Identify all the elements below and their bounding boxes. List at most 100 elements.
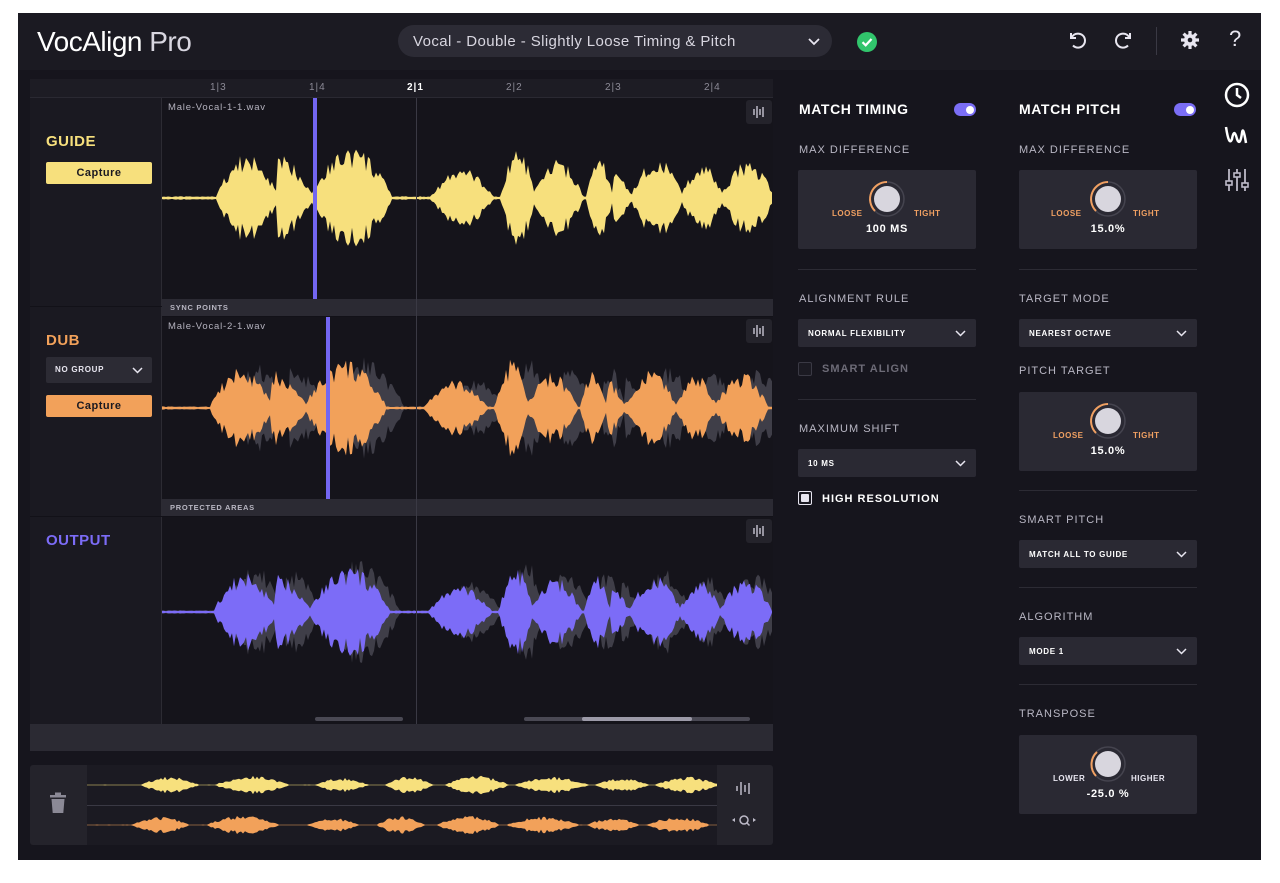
match-timing-title: MATCH TIMING: [799, 101, 909, 117]
logo-sub: Pro: [149, 26, 192, 57]
knob-value: 100 MS: [865, 223, 909, 235]
chevron-down-icon: [1176, 551, 1187, 558]
match-timing-toggle[interactable]: [954, 103, 976, 116]
overview-guide-wave: [87, 775, 717, 795]
toggle-knob: [966, 105, 974, 114]
help-icon[interactable]: ?: [1229, 26, 1242, 51]
ruler-mark: 2|2: [506, 82, 523, 93]
output-wave-svg: [162, 561, 772, 663]
knob-low-label: LOOSE: [1053, 431, 1084, 440]
knob-low-label: LOOSE: [1051, 209, 1082, 218]
ruler-mark: 2|3: [605, 82, 622, 93]
ruler-mark: 1|4: [309, 82, 326, 93]
target-mode-select[interactable]: NEAREST OCTAVE: [1019, 319, 1197, 347]
guide-waveform[interactable]: Male-Vocal-1-1.wav: [162, 98, 773, 299]
transpose-label: TRANSPOSE: [1019, 708, 1096, 720]
knob-dial: [1090, 181, 1126, 217]
target-mode-label: TARGET MODE: [1019, 293, 1110, 305]
smart-pitch-select[interactable]: MATCH ALL TO GUIDE: [1019, 540, 1197, 568]
knob-low-label: LOWER: [1053, 774, 1086, 783]
divider: [1019, 490, 1197, 491]
guide-playhead[interactable]: [313, 98, 317, 299]
preset-selector[interactable]: Vocal - Double - Slightly Loose Timing &…: [398, 25, 832, 57]
sync-points-bar[interactable]: SYNC POINTS: [162, 299, 773, 316]
alignment-rule-label: ALIGNMENT RULE: [799, 293, 910, 305]
waveform-edit-icon[interactable]: [746, 519, 772, 543]
divider: [1019, 587, 1197, 588]
knob-dial: [1090, 746, 1126, 782]
output-track-header: OUTPUT: [30, 517, 162, 724]
smart-align-label: SMART ALIGN: [822, 363, 909, 375]
trash-icon[interactable]: [48, 792, 68, 814]
high-resolution-checkbox[interactable]: [798, 491, 812, 505]
chevron-down-icon: [132, 367, 143, 374]
toggle-knob: [1186, 105, 1194, 114]
alignment-rule-select[interactable]: NORMAL FLEXIBILITY: [798, 319, 976, 347]
max-shift-select[interactable]: 10 MS: [798, 449, 976, 477]
algorithm-label: ALGORITHM: [1019, 611, 1094, 623]
guide-wave-svg: [162, 149, 772, 247]
overview-wave-svg: [87, 775, 717, 834]
redo-icon[interactable]: [1113, 29, 1135, 51]
dub-playhead[interactable]: [326, 317, 330, 499]
output-track-name: OUTPUT: [46, 532, 111, 549]
knob-high-label: TIGHT: [1133, 209, 1160, 218]
divider: [798, 269, 976, 270]
chevron-down-icon: [808, 38, 820, 46]
guide-wave: [162, 149, 772, 247]
dub-group-select[interactable]: NO GROUP: [46, 357, 152, 383]
max-shift-value: 10 MS: [808, 459, 835, 468]
gear-icon[interactable]: [1179, 29, 1201, 51]
chevron-down-icon: [1176, 648, 1187, 655]
zoom-icon[interactable]: [731, 814, 757, 828]
algorithm-value: MODE 1: [1029, 647, 1064, 656]
dub-track-header: DUB NO GROUP Capture: [30, 307, 162, 516]
divider: [1019, 684, 1197, 685]
dub-capture-button[interactable]: Capture: [46, 395, 152, 417]
sync-points-label: SYNC POINTS: [170, 303, 229, 312]
max-shift-label: MAXIMUM SHIFT: [799, 423, 900, 435]
header-bar: VocAlign Pro Vocal - Double - Slightly L…: [18, 13, 1261, 70]
knob-dial: [869, 181, 905, 217]
dub-waveform[interactable]: Male-Vocal-2-1.wav: [162, 317, 773, 499]
timeline-ruler[interactable]: 1|3 1|4 2|1 2|2 2|3 2|4: [30, 79, 773, 98]
alignment-rule-value: NORMAL FLEXIBILITY: [808, 329, 906, 338]
bar-line: [416, 98, 417, 724]
protected-areas-label: PROTECTED AREAS: [170, 503, 255, 512]
guide-track-name: GUIDE: [46, 133, 97, 150]
target-mode-value: NEAREST OCTAVE: [1029, 329, 1112, 338]
header-divider: [1156, 27, 1157, 55]
app-window: VocAlign Pro Vocal - Double - Slightly L…: [18, 13, 1261, 860]
overview-dub-wave: [87, 816, 717, 834]
output-waveform[interactable]: [162, 517, 773, 724]
guide-track-header: GUIDE Capture: [30, 98, 162, 306]
pitch-target-knob[interactable]: LOOSE TIGHT 15.0%: [1019, 392, 1197, 471]
pitch-max-diff-knob[interactable]: LOOSE TIGHT 15.0%: [1019, 170, 1197, 249]
smart-align-checkbox[interactable]: [798, 362, 812, 376]
match-pitch-toggle[interactable]: [1174, 103, 1196, 116]
overview-panel: [30, 765, 773, 845]
guide-capture-button[interactable]: Capture: [46, 162, 152, 184]
horizontal-scrollbar-left[interactable]: [315, 717, 403, 721]
transpose-knob[interactable]: LOWER HIGHER -25.0 %: [1019, 735, 1197, 814]
high-resolution-label: HIGH RESOLUTION: [822, 493, 940, 505]
knob-high-label: HIGHER: [1131, 774, 1166, 783]
chevron-down-icon: [1176, 330, 1187, 337]
undo-icon[interactable]: [1066, 29, 1088, 51]
algorithm-select[interactable]: MODE 1: [1019, 637, 1197, 665]
scrollbar-thumb[interactable]: [582, 717, 692, 721]
ruler-mark: 2|4: [704, 82, 721, 93]
mixer-sliders-icon[interactable]: [1224, 167, 1250, 193]
dub-file-name: Male-Vocal-2-1.wav: [168, 321, 266, 332]
pitch-target-label: PITCH TARGET: [1019, 365, 1111, 377]
chevron-down-icon: [955, 460, 966, 467]
pitch-wave-icon[interactable]: [1224, 123, 1250, 149]
timing-max-diff-knob[interactable]: LOOSE TIGHT 100 MS: [798, 170, 976, 249]
waveform-edit-icon[interactable]: [746, 100, 772, 124]
overview-divider: [87, 805, 717, 806]
waveform-edit-icon[interactable]: [734, 780, 754, 796]
waveform-edit-icon[interactable]: [746, 319, 772, 343]
timing-clock-icon[interactable]: [1224, 82, 1250, 108]
protected-areas-bar[interactable]: PROTECTED AREAS: [162, 499, 773, 516]
chevron-down-icon: [955, 330, 966, 337]
